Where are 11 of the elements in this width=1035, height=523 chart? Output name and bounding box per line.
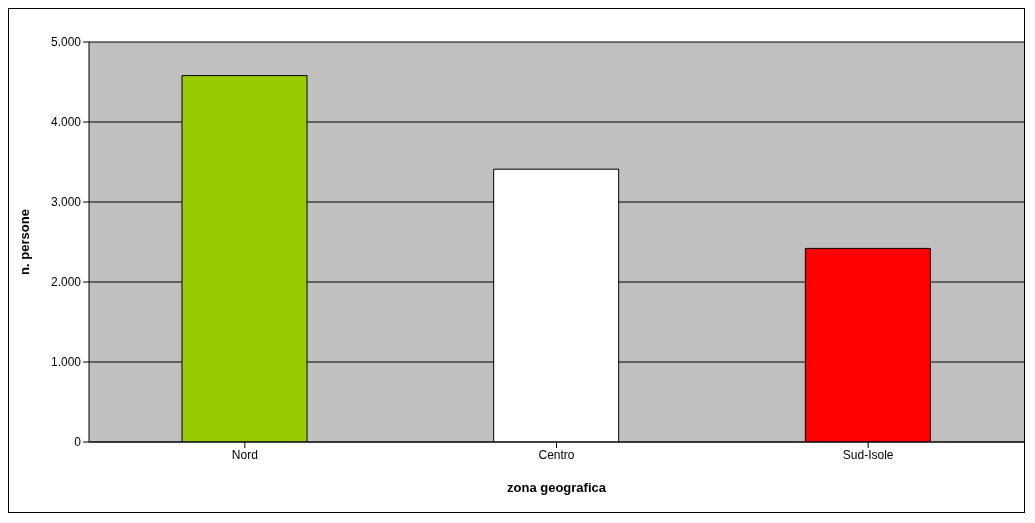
y-axis-title: n. persone [16, 209, 32, 275]
x-tick-label: Nord [231, 447, 258, 462]
y-tick-label: 3.000 [50, 195, 82, 210]
x-axis-title: zona geografica [507, 480, 607, 495]
x-tick-label: Sud-Isole [842, 447, 894, 462]
y-tick-label: 1.000 [50, 355, 82, 370]
x-tick-label: Centro [538, 447, 575, 462]
y-tick-label: 0 [74, 435, 82, 450]
y-tick-label: 5.000 [50, 35, 82, 50]
y-tick-label: 2.000 [50, 275, 82, 290]
y-tick-label: 4.000 [50, 115, 82, 130]
